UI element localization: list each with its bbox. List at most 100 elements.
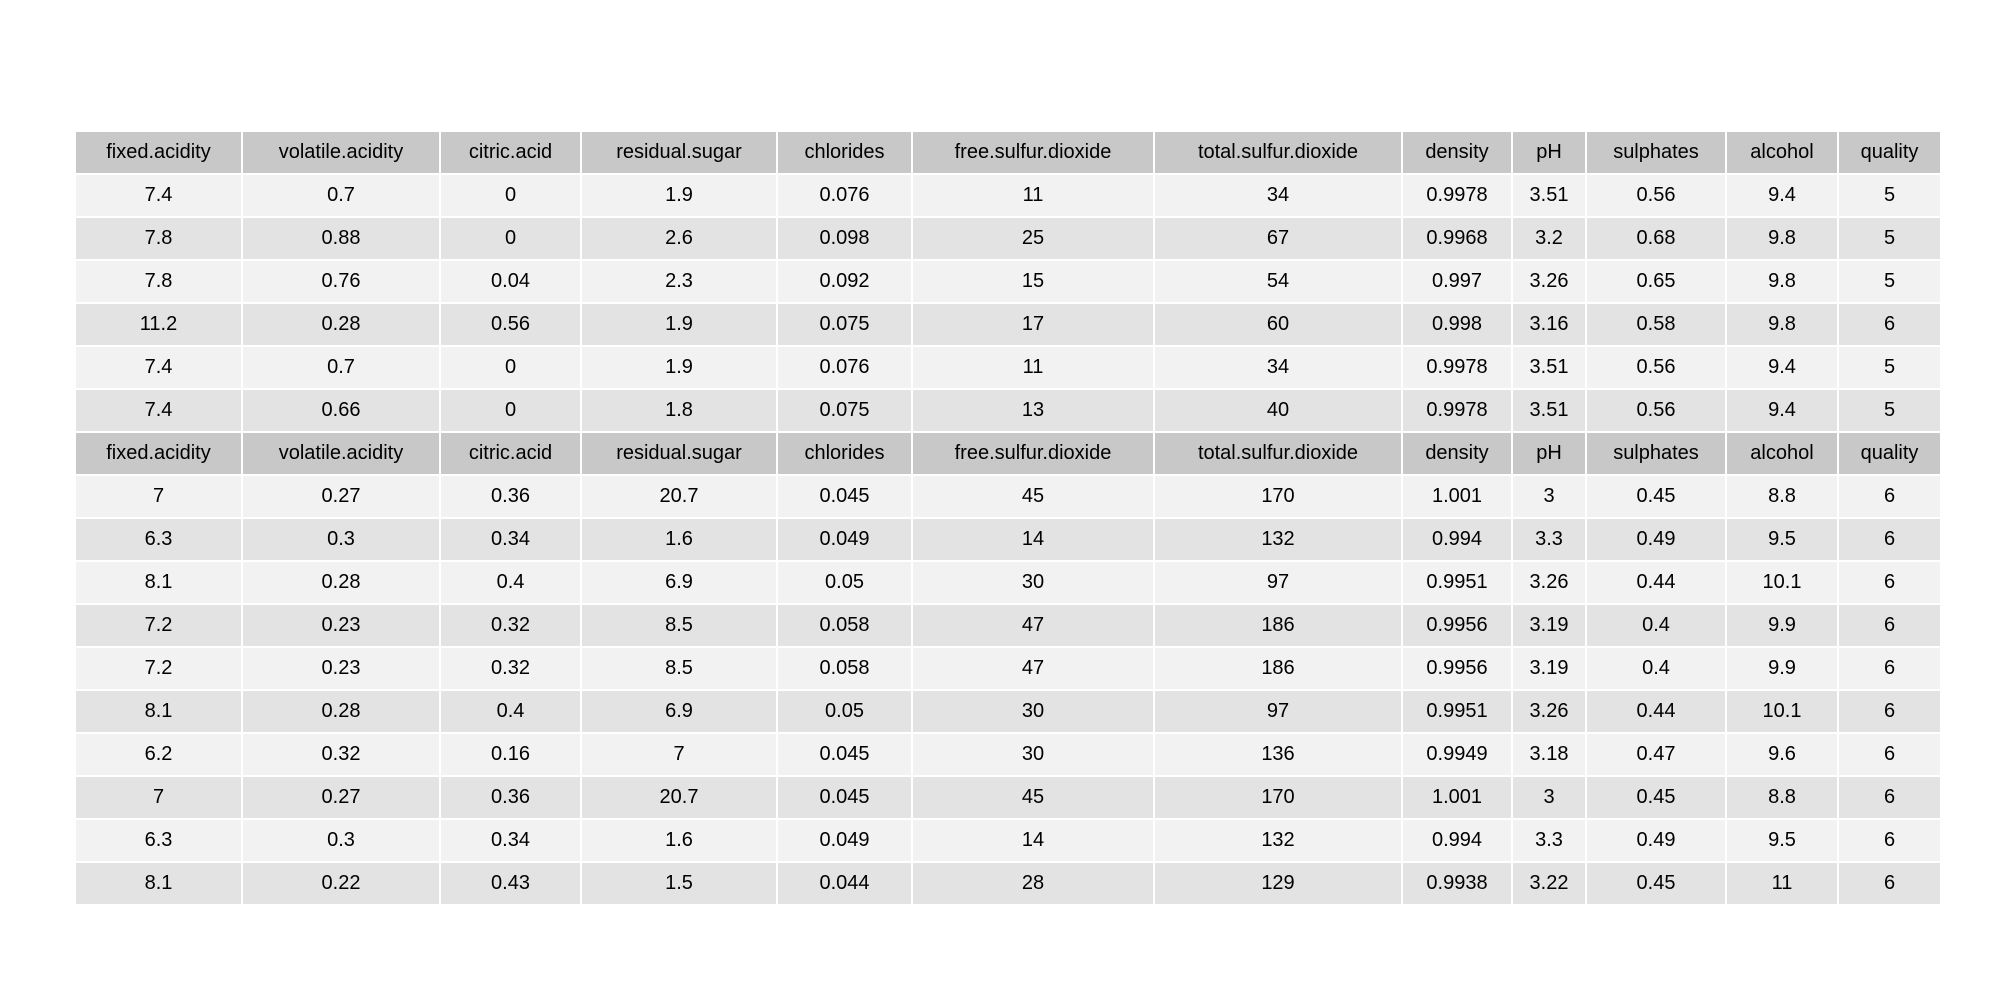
table-cell: 3.3 — [1513, 519, 1585, 560]
table-row: 6.3 0.3 0.34 1.6 0.049 14 132 0.994 3.3 0.49 9.5 6 — [76, 519, 1940, 560]
table-cell: 1.9 — [582, 347, 776, 388]
table-cell: 47 — [913, 605, 1153, 646]
table-cell: 7.4 — [76, 347, 241, 388]
table-cell: 0.45 — [1587, 476, 1725, 517]
table-cell: 7.4 — [76, 175, 241, 216]
column-header: alcohol — [1727, 433, 1837, 474]
table-cell: 1.5 — [582, 863, 776, 904]
table-cell: 132 — [1155, 519, 1401, 560]
table-cell: 0.66 — [243, 390, 439, 431]
table-cell: 25 — [913, 218, 1153, 259]
column-header: pH — [1513, 132, 1585, 173]
table-cell: 0.27 — [243, 476, 439, 517]
table-cell: 0.23 — [243, 648, 439, 689]
table-cell: 0.28 — [243, 562, 439, 603]
table-cell: 11.2 — [76, 304, 241, 345]
table-cell: 0.4 — [441, 691, 580, 732]
table-cell: 9.6 — [1727, 734, 1837, 775]
column-header: fixed.acidity — [76, 433, 241, 474]
column-header: pH — [1513, 433, 1585, 474]
table-cell: 13 — [913, 390, 1153, 431]
table-cell: 9.9 — [1727, 648, 1837, 689]
table-cell: 0.9956 — [1403, 648, 1511, 689]
table-cell: 0.7 — [243, 347, 439, 388]
table-cell: 6 — [1839, 476, 1940, 517]
table-cell: 8.1 — [76, 863, 241, 904]
table-cell: 3.26 — [1513, 562, 1585, 603]
table-cell: 6 — [1839, 691, 1940, 732]
table-cell: 47 — [913, 648, 1153, 689]
column-header: sulphates — [1587, 132, 1725, 173]
table-cell: 5 — [1839, 261, 1940, 302]
table-cell: 0.34 — [441, 820, 580, 861]
table-cell: 1.001 — [1403, 476, 1511, 517]
table-cell: 7.4 — [76, 390, 241, 431]
table-cell: 11 — [913, 347, 1153, 388]
column-header: quality — [1839, 132, 1940, 173]
table-cell: 0.076 — [778, 175, 911, 216]
column-header: chlorides — [778, 433, 911, 474]
table-cell: 0.76 — [243, 261, 439, 302]
table-cell: 34 — [1155, 347, 1401, 388]
column-header: quality — [1839, 433, 1940, 474]
table-row: 7.2 0.23 0.32 8.5 0.058 47 186 0.9956 3.19 0.4 9.9… — [76, 605, 1940, 646]
table-cell: 0.56 — [1587, 390, 1725, 431]
table-row: 7.8 0.88 0 2.6 0.098 25 67 0.9968 3.2 0.68 9.8 5 — [76, 218, 1940, 259]
table-cell: 0 — [441, 347, 580, 388]
header-row: fixed.acidity volatile.acidity citric.acid… — [76, 433, 1940, 474]
table-cell: 6.9 — [582, 691, 776, 732]
table-cell: 3.51 — [1513, 390, 1585, 431]
table-cell: 0.88 — [243, 218, 439, 259]
table-cell: 7.2 — [76, 648, 241, 689]
table-cell: 0.9978 — [1403, 347, 1511, 388]
table-cell: 7 — [76, 777, 241, 818]
table-cell: 0.9938 — [1403, 863, 1511, 904]
table-row: 7 0.27 0.36 20.7 0.045 45 170 1.001 3 0.45 8.8 6 — [76, 777, 1940, 818]
table-cell: 45 — [913, 777, 1153, 818]
wine-data-table-container: fixed.acidity volatile.acidity citric.acid… — [74, 130, 1942, 906]
table-cell: 0.997 — [1403, 261, 1511, 302]
table-cell: 6 — [1839, 562, 1940, 603]
table-cell: 45 — [913, 476, 1153, 517]
table-cell: 9.4 — [1727, 347, 1837, 388]
table-cell: 97 — [1155, 562, 1401, 603]
table-cell: 9.5 — [1727, 820, 1837, 861]
table-cell: 0.098 — [778, 218, 911, 259]
table-cell: 28 — [913, 863, 1153, 904]
table-cell: 0.45 — [1587, 863, 1725, 904]
table-cell: 0.9978 — [1403, 175, 1511, 216]
table-cell: 0.56 — [441, 304, 580, 345]
table-cell: 7.8 — [76, 218, 241, 259]
table-cell: 0.4 — [441, 562, 580, 603]
table-cell: 11 — [1727, 863, 1837, 904]
table-row: 8.1 0.28 0.4 6.9 0.05 30 97 0.9951 3.26 0.44 10.1 6 — [76, 562, 1940, 603]
table-cell: 34 — [1155, 175, 1401, 216]
table-cell: 30 — [913, 562, 1153, 603]
column-header: total.sulfur.dioxide — [1155, 132, 1401, 173]
table-cell: 0.05 — [778, 562, 911, 603]
header-row: fixed.acidity volatile.acidity citric.acid… — [76, 132, 1940, 173]
table-cell: 2.6 — [582, 218, 776, 259]
table-cell: 1.9 — [582, 304, 776, 345]
table-cell: 0.994 — [1403, 519, 1511, 560]
table-cell: 0.058 — [778, 648, 911, 689]
table-cell: 3.19 — [1513, 648, 1585, 689]
column-header: total.sulfur.dioxide — [1155, 433, 1401, 474]
table-row: 8.1 0.22 0.43 1.5 0.044 28 129 0.9938 3.22 0.45 11… — [76, 863, 1940, 904]
table-cell: 0.9956 — [1403, 605, 1511, 646]
table-cell: 30 — [913, 691, 1153, 732]
table-cell: 0.47 — [1587, 734, 1725, 775]
table-cell: 0.44 — [1587, 691, 1725, 732]
column-header: alcohol — [1727, 132, 1837, 173]
table-cell: 3.26 — [1513, 691, 1585, 732]
table-row: 7.4 0.66 0 1.8 0.075 13 40 0.9978 3.51 0.56 9.4 5 — [76, 390, 1940, 431]
table-cell: 3.19 — [1513, 605, 1585, 646]
table-cell: 0.04 — [441, 261, 580, 302]
table-cell: 0.045 — [778, 476, 911, 517]
table-row: 7.4 0.7 0 1.9 0.076 11 34 0.9978 3.51 0.56 9.4 5 — [76, 175, 1940, 216]
table-cell: 3.26 — [1513, 261, 1585, 302]
column-header: free.sulfur.dioxide — [913, 433, 1153, 474]
column-header: residual.sugar — [582, 433, 776, 474]
table-cell: 5 — [1839, 218, 1940, 259]
table-cell: 8.1 — [76, 562, 241, 603]
